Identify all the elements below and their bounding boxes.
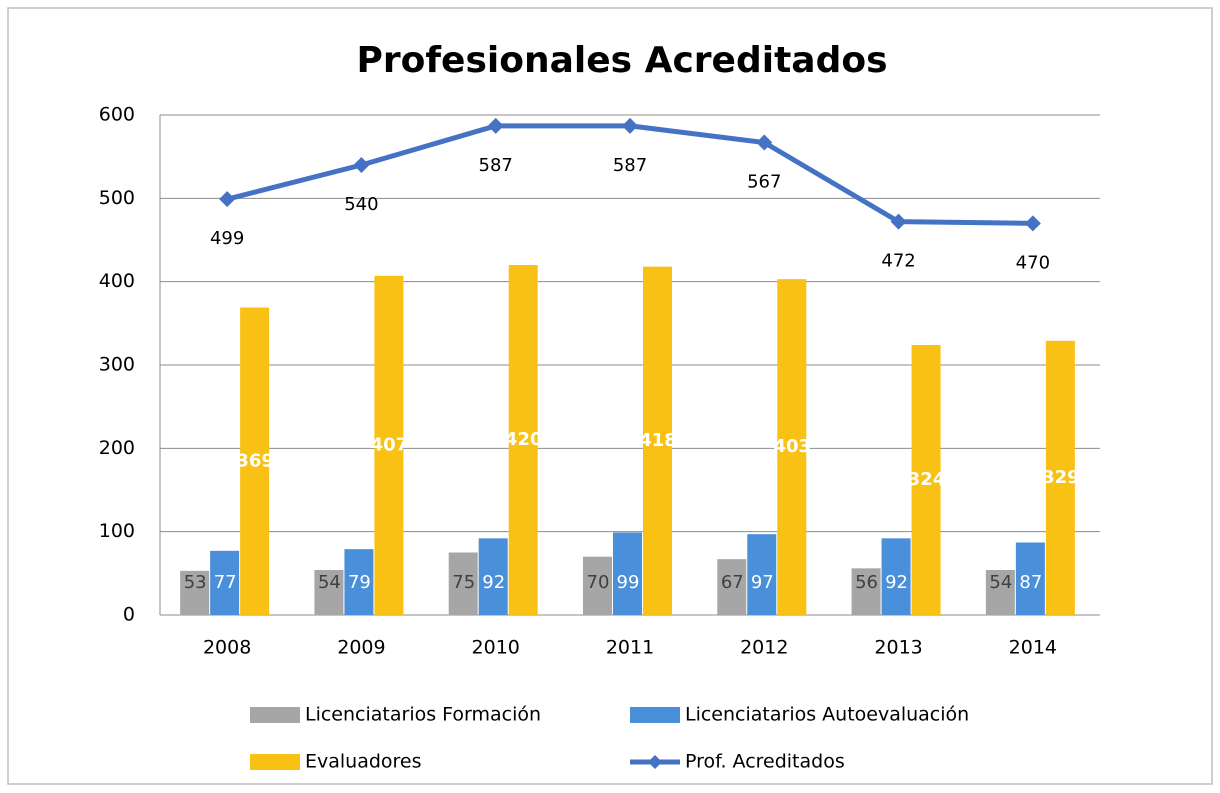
chart-title: Profesionales Acreditados <box>357 40 888 81</box>
marker <box>622 117 638 134</box>
data-label: 79 <box>348 572 371 593</box>
bar <box>1015 542 1045 615</box>
data-label: 97 <box>751 572 774 593</box>
marker <box>219 191 236 208</box>
y-tick-label: 400 <box>99 270 135 292</box>
bar <box>314 570 344 615</box>
data-label: 567 <box>747 172 781 193</box>
x-tick-label: 2011 <box>606 637 654 659</box>
data-label: 472 <box>881 251 915 272</box>
bar <box>583 556 612 615</box>
bar <box>747 534 777 615</box>
data-label: 418 <box>639 430 677 451</box>
data-label: 407 <box>371 434 409 455</box>
bar <box>210 550 240 615</box>
bar <box>344 549 374 615</box>
data-label: 70 <box>587 572 610 593</box>
data-label: 587 <box>613 155 647 176</box>
data-label: 87 <box>1019 572 1042 593</box>
data-label: 324 <box>908 469 946 490</box>
legend-swatch <box>250 754 300 770</box>
marker <box>756 134 773 151</box>
data-label: 53 <box>184 572 207 593</box>
data-label: 403 <box>773 436 811 457</box>
legend-swatch <box>250 707 300 723</box>
legend-label: Evaluadores <box>305 751 422 773</box>
bar <box>240 307 270 615</box>
bar <box>985 570 1015 615</box>
data-label: 369 <box>236 450 274 471</box>
legend-swatch <box>630 707 680 723</box>
y-tick-label: 0 <box>123 604 135 626</box>
data-label: 99 <box>617 572 640 593</box>
data-label: 329 <box>1042 467 1080 488</box>
bar <box>851 568 881 615</box>
marker <box>353 157 370 173</box>
data-label: 92 <box>482 572 505 593</box>
bar <box>1045 340 1075 615</box>
x-tick-label: 2009 <box>337 637 385 659</box>
legend-label: Licenciatarios Formación <box>305 704 541 726</box>
data-label: 75 <box>452 572 475 593</box>
data-label: 587 <box>479 155 513 176</box>
bar <box>448 552 478 615</box>
bar <box>478 538 508 615</box>
bar <box>374 275 404 615</box>
bar <box>180 570 210 615</box>
y-tick-label: 500 <box>99 187 135 209</box>
legend-label: Licenciatarios Autoevaluación <box>685 704 969 726</box>
data-label: 470 <box>1016 252 1050 273</box>
data-label: 540 <box>344 194 378 215</box>
bar <box>643 266 672 615</box>
data-label: 67 <box>721 572 744 593</box>
x-tick-label: 2008 <box>203 637 251 659</box>
data-label: 420 <box>505 429 543 450</box>
x-tick-label: 2012 <box>740 637 788 659</box>
x-tick-label: 2013 <box>874 637 922 659</box>
x-tick-label: 2014 <box>1009 637 1057 659</box>
data-label: 56 <box>855 572 878 593</box>
chart-border <box>7 7 1213 785</box>
legend-label: Prof. Acreditados <box>685 751 845 773</box>
bar <box>508 265 538 615</box>
data-label: 54 <box>989 572 1012 593</box>
legend-marker <box>648 755 662 769</box>
marker <box>1024 215 1041 232</box>
y-tick-label: 200 <box>99 437 135 459</box>
bar <box>911 345 941 615</box>
data-label: 499 <box>210 228 244 249</box>
data-label: 77 <box>214 572 237 593</box>
bar <box>717 559 747 615</box>
x-tick-label: 2010 <box>472 637 520 659</box>
marker <box>487 117 504 134</box>
data-label: 54 <box>318 572 341 593</box>
bar <box>613 532 642 615</box>
marker <box>890 213 907 230</box>
data-label: 92 <box>885 572 908 593</box>
y-tick-label: 100 <box>99 520 135 542</box>
y-tick-label: 600 <box>99 104 135 126</box>
bar <box>777 279 807 615</box>
bar <box>881 538 911 615</box>
y-tick-label: 300 <box>99 354 135 376</box>
